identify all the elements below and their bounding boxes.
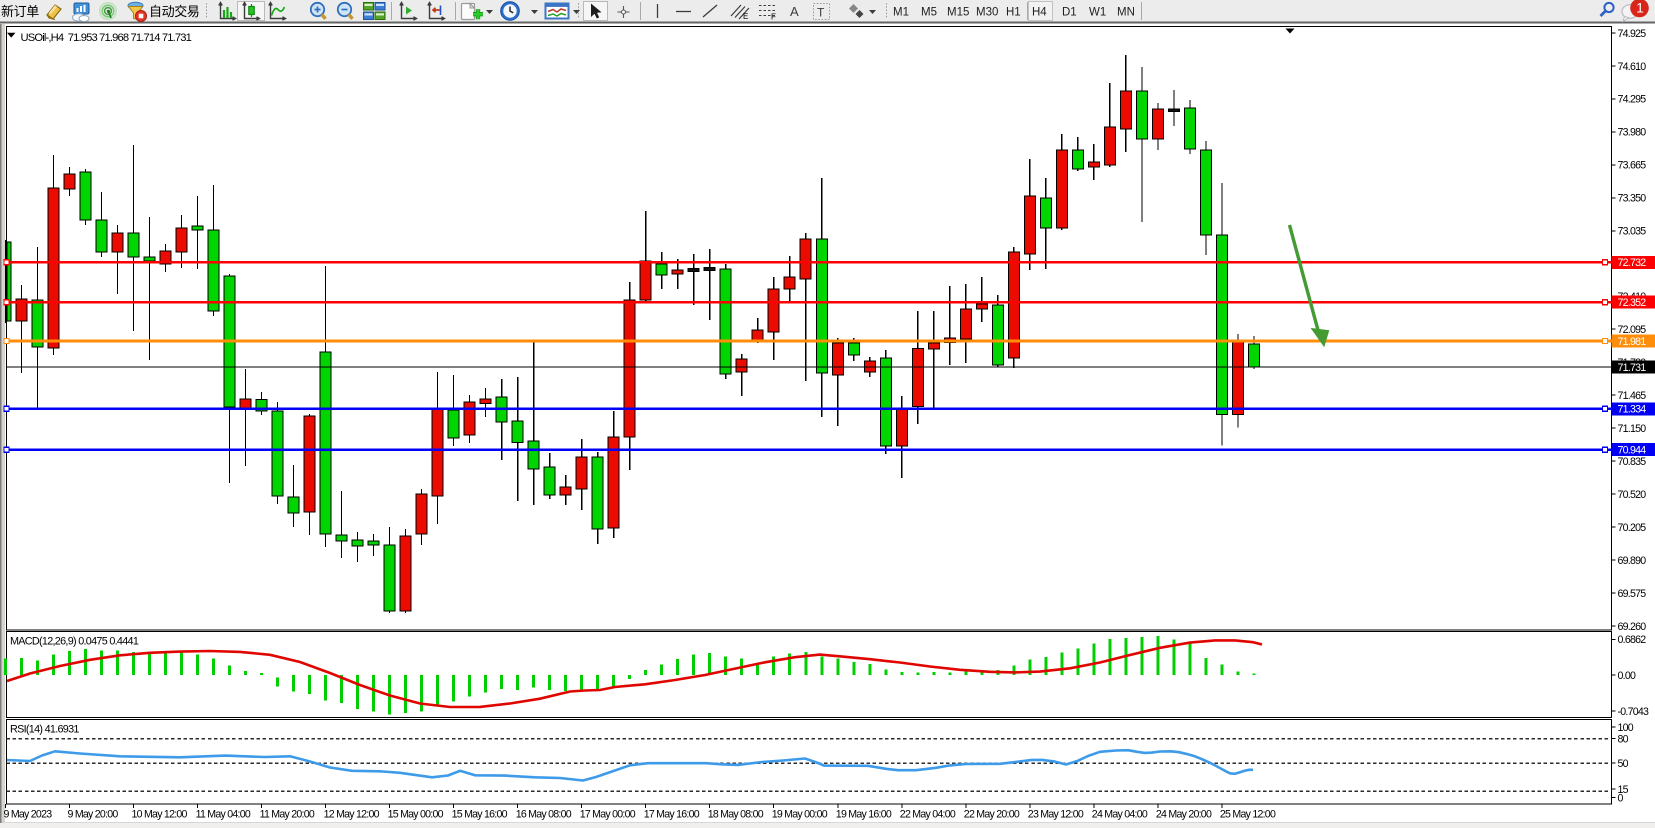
svg-text:11 May 20:00: 11 May 20:00 <box>260 809 315 821</box>
svg-text:15 May 00:00: 15 May 00:00 <box>388 809 444 821</box>
svg-text:73.980: 73.980 <box>1618 127 1647 139</box>
svg-text:E: E <box>743 12 748 21</box>
svg-text:24 May 20:00: 24 May 20:00 <box>1156 809 1212 821</box>
svg-text:M5: M5 <box>921 7 937 19</box>
svg-text:11 May 04:00: 11 May 04:00 <box>196 809 251 821</box>
svg-text:1: 1 <box>1636 1 1644 16</box>
svg-text:73.350: 73.350 <box>1618 193 1647 205</box>
svg-text:17 May 00:00: 17 May 00:00 <box>580 809 636 821</box>
svg-text:MACD(12,26,9) 0.0475 0.4441: MACD(12,26,9) 0.0475 0.4441 <box>10 636 139 648</box>
svg-text:71.334: 71.334 <box>1618 404 1647 416</box>
svg-text:0: 0 <box>1618 792 1624 804</box>
svg-text:73.665: 73.665 <box>1618 160 1647 172</box>
svg-text:16 May 08:00: 16 May 08:00 <box>516 809 572 821</box>
svg-text:70.944: 70.944 <box>1618 444 1647 456</box>
svg-text:74.610: 74.610 <box>1618 61 1647 73</box>
svg-text:-0.7043: -0.7043 <box>1618 706 1650 718</box>
svg-text:72.352: 72.352 <box>1618 297 1647 309</box>
svg-text:70.205: 70.205 <box>1618 522 1647 534</box>
svg-text:71.981: 71.981 <box>1618 336 1647 348</box>
svg-text:69.260: 69.260 <box>1618 621 1647 633</box>
svg-text:15: 15 <box>1618 784 1629 796</box>
svg-text:12 May 12:00: 12 May 12:00 <box>324 809 380 821</box>
svg-text:M1: M1 <box>893 7 909 19</box>
svg-text:19 May 00:00: 19 May 00:00 <box>772 809 828 821</box>
svg-text:73.035: 73.035 <box>1618 226 1647 238</box>
svg-text:10 May 12:00: 10 May 12:00 <box>132 809 188 821</box>
svg-text:100: 100 <box>1618 722 1634 734</box>
svg-text:80: 80 <box>1618 733 1629 745</box>
svg-text:D1: D1 <box>1062 7 1077 19</box>
svg-text:70.520: 70.520 <box>1618 489 1647 501</box>
svg-text:25 May 12:00: 25 May 12:00 <box>1220 809 1276 821</box>
svg-text:70.835: 70.835 <box>1618 456 1647 468</box>
svg-text:15 May 16:00: 15 May 16:00 <box>452 809 508 821</box>
svg-text:T: T <box>817 6 825 20</box>
svg-text:22 May 04:00: 22 May 04:00 <box>900 809 956 821</box>
svg-text:0.6862: 0.6862 <box>1618 634 1647 646</box>
svg-text:19 May 16:00: 19 May 16:00 <box>836 809 892 821</box>
svg-text:71.465: 71.465 <box>1618 390 1647 402</box>
svg-text:17 May 16:00: 17 May 16:00 <box>644 809 700 821</box>
svg-text:A: A <box>790 4 799 19</box>
svg-text:71.731: 71.731 <box>1618 362 1647 374</box>
svg-text:M15: M15 <box>947 7 969 19</box>
svg-text:74.295: 74.295 <box>1618 94 1647 106</box>
svg-text:18 May 08:00: 18 May 08:00 <box>708 809 764 821</box>
svg-text:H4: H4 <box>1032 7 1047 19</box>
svg-text:W1: W1 <box>1089 7 1106 19</box>
svg-text:9 May 2023: 9 May 2023 <box>4 809 53 821</box>
svg-text:69.890: 69.890 <box>1618 555 1647 567</box>
svg-text:74.925: 74.925 <box>1618 28 1647 40</box>
svg-text:0.00: 0.00 <box>1618 670 1636 682</box>
svg-text:H1: H1 <box>1006 7 1021 19</box>
svg-text:RSI(14) 41.6931: RSI(14) 41.6931 <box>10 724 79 736</box>
svg-text:24 May 04:00: 24 May 04:00 <box>1092 809 1148 821</box>
svg-text:50: 50 <box>1618 758 1629 770</box>
svg-text:69.575: 69.575 <box>1618 588 1647 600</box>
svg-text:71.150: 71.150 <box>1618 423 1647 435</box>
svg-text:USOil-,H4 71.953 71.968 71.71: USOil-,H4 71.953 71.968 71.714 71.731 <box>21 32 192 44</box>
svg-text:F: F <box>771 13 776 22</box>
svg-text:自动交易: 自动交易 <box>149 4 199 19</box>
svg-text:72.095: 72.095 <box>1618 324 1647 336</box>
svg-text:72.732: 72.732 <box>1618 257 1647 269</box>
svg-text:22 May 20:00: 22 May 20:00 <box>964 809 1020 821</box>
svg-text:23 May 12:00: 23 May 12:00 <box>1028 809 1084 821</box>
svg-text:9 May 20:00: 9 May 20:00 <box>68 809 119 821</box>
svg-text:新订单: 新订单 <box>1 4 39 19</box>
svg-text:M30: M30 <box>976 7 998 19</box>
svg-text:MN: MN <box>1117 7 1135 19</box>
